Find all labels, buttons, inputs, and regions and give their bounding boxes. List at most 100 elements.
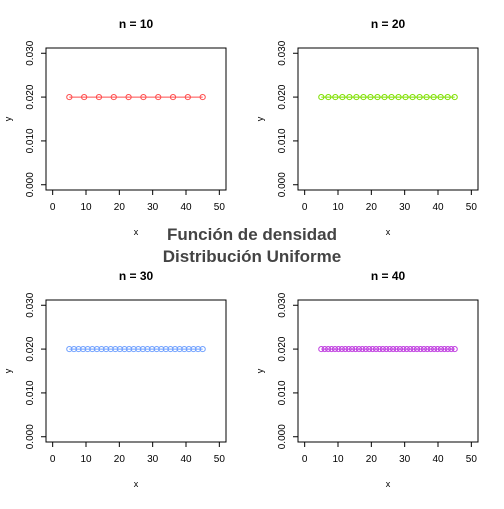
x-tick-label: 0 [302, 202, 308, 213]
data-point [185, 345, 192, 353]
x-tick-label: 50 [214, 454, 226, 465]
x-axis-label: x [134, 227, 139, 237]
data-point [381, 93, 388, 101]
data-point [349, 345, 356, 353]
data-point [339, 93, 346, 101]
x-tick-label: 50 [466, 454, 478, 465]
chart-panel-2: n = 20 0 10 20 30 40 50 x 0.000 0.010 0.020 0.030 y [255, 17, 479, 237]
data-point [181, 345, 188, 353]
data-point [434, 345, 441, 353]
data-point [395, 93, 402, 101]
x-tick-label: 20 [114, 202, 126, 213]
y-tick-label: 0.020 [277, 84, 288, 109]
data-point [116, 345, 124, 353]
data-point [388, 93, 395, 101]
data-point [417, 345, 424, 353]
y-axis-label: y [255, 368, 265, 373]
data-point [169, 93, 177, 101]
y-tick-label: 0.000 [25, 424, 36, 449]
y-tick-label: 0.010 [277, 380, 288, 405]
data-point [199, 93, 206, 101]
x-tick-label: 20 [366, 454, 378, 465]
data-point [95, 93, 103, 101]
data-point [80, 345, 87, 353]
chart-panel-1: n = 10 0 10 20 30 40 50 x 0.000 0.010 0.020 0.030 y [3, 17, 227, 237]
data-point [75, 345, 82, 353]
data-point [107, 345, 114, 353]
x-tick-label: 40 [432, 454, 444, 465]
data-point [362, 345, 369, 353]
x-axis-label: x [386, 479, 391, 489]
data-point [139, 345, 146, 353]
data-point [400, 345, 407, 353]
data-point [390, 345, 397, 353]
y-tick-label: 0.020 [277, 336, 288, 361]
data-point [66, 93, 73, 101]
chart-panel-3: n = 30 0 10 20 30 40 50 x 0.000 0.010 0.020 0.030 y [3, 269, 227, 489]
chart-title: n = 30 [119, 269, 154, 283]
x-tick-label: 10 [332, 202, 344, 213]
data-point [130, 345, 137, 353]
y-tick-label: 0.020 [25, 336, 36, 361]
y-tick-label: 0.010 [25, 380, 36, 405]
data-point [93, 345, 101, 353]
data-point [66, 345, 73, 353]
data-point [335, 345, 342, 353]
data-point [135, 345, 142, 353]
plot-box [297, 47, 479, 191]
data-point [126, 345, 133, 353]
data-point [328, 345, 335, 353]
y-tick-label: 0.000 [25, 172, 36, 197]
data-point [410, 345, 417, 353]
data-point [346, 93, 353, 101]
data-point [444, 345, 451, 353]
data-point [444, 93, 451, 101]
y-tick-label: 0.030 [277, 40, 288, 65]
x-tick-label: 50 [214, 202, 226, 213]
y-tick-label: 0.000 [277, 424, 288, 449]
y-axis-label: y [255, 116, 265, 121]
data-point [318, 93, 325, 101]
data-point [402, 93, 409, 101]
data-point [424, 345, 431, 353]
data-point [190, 345, 197, 353]
data-point [144, 345, 151, 353]
y-axis-label: y [3, 116, 13, 121]
data-point [413, 345, 421, 353]
x-tick-label: 0 [302, 454, 308, 465]
data-point [176, 345, 183, 353]
y-tick-label: 0.030 [25, 292, 36, 317]
data-point [338, 345, 345, 353]
x-tick-label: 10 [332, 454, 344, 465]
data-point [448, 345, 455, 353]
data-point [81, 93, 88, 101]
data-point [407, 345, 414, 353]
y-tick-label: 0.000 [277, 172, 288, 197]
data-point [325, 345, 332, 353]
data-point [194, 345, 202, 353]
data-point [403, 345, 410, 353]
data-point [366, 345, 373, 353]
x-axis-label: x [134, 479, 139, 489]
x-tick-label: 40 [180, 202, 192, 213]
data-point [98, 345, 105, 353]
x-tick-label: 20 [366, 202, 378, 213]
data-point [140, 93, 147, 101]
data-point [431, 345, 438, 353]
data-point [451, 345, 458, 353]
y-tick-label: 0.030 [277, 292, 288, 317]
data-point [376, 345, 383, 353]
data-point [360, 93, 367, 101]
data-point [125, 93, 132, 101]
data-point [379, 345, 386, 353]
data-point [367, 93, 374, 101]
data-point [423, 93, 430, 101]
data-point [167, 345, 174, 353]
plot-box [45, 299, 227, 443]
data-point [369, 345, 376, 353]
data-point [70, 345, 78, 353]
chart-panel-4: n = 40 0 10 20 30 40 50 x 0.000 0.010 0.020 0.030 y [255, 269, 479, 489]
data-point [331, 345, 339, 353]
data-point [372, 345, 380, 353]
x-tick-label: 30 [399, 202, 411, 213]
